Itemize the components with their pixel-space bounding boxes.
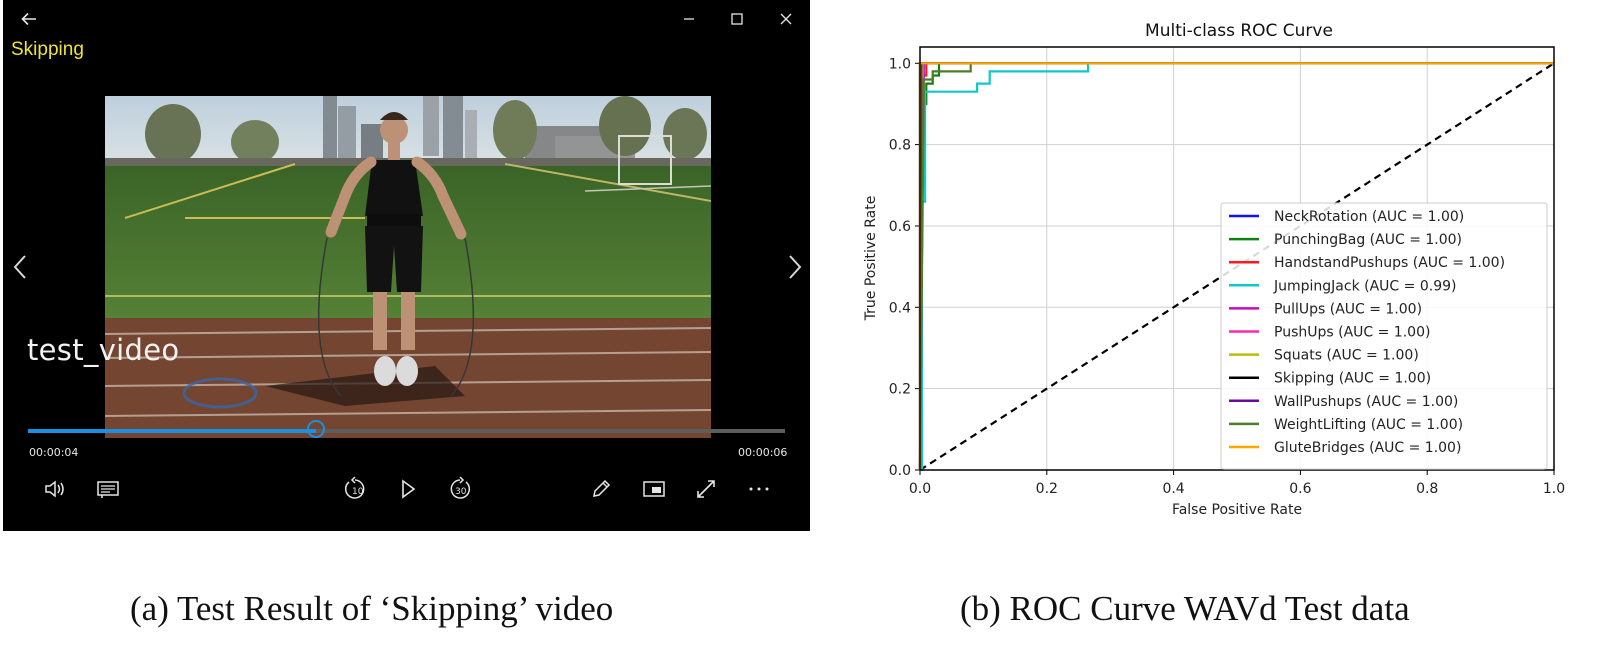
subtitles-button[interactable] xyxy=(93,475,123,503)
plot-frame xyxy=(919,46,1555,471)
legend-label: WallPushups (AUC = 1.00) xyxy=(1274,394,1458,410)
pencil-icon xyxy=(593,479,611,497)
more-options-button[interactable] xyxy=(744,475,774,503)
back-button[interactable] xyxy=(15,6,43,32)
legend-box xyxy=(1220,202,1548,470)
fullscreen-button[interactable] xyxy=(691,475,721,503)
video-frame[interactable] xyxy=(105,96,711,438)
legend-label: WeightLifting (AUC = 1.00) xyxy=(1274,417,1463,433)
elapsed-time: 00:00:04 xyxy=(29,446,79,459)
chart-series xyxy=(918,62,1555,472)
y-tick-label: 0.6 xyxy=(889,219,911,235)
seek-bar-progress xyxy=(28,429,316,433)
maximize-button[interactable] xyxy=(723,6,751,32)
series-line-10 xyxy=(918,62,1554,471)
chevron-left-icon xyxy=(13,255,26,279)
y-tick-label: 0.2 xyxy=(889,382,911,398)
minimize-icon xyxy=(684,18,694,20)
video-still-image xyxy=(105,96,711,438)
skip-forward-icon xyxy=(450,476,471,499)
play-button[interactable] xyxy=(393,475,423,503)
skip-back-icon xyxy=(344,476,365,499)
fullscreen-icon xyxy=(697,480,715,498)
legend-label: PunchingBag (AUC = 1.00) xyxy=(1274,232,1462,248)
legend-label: JumpingJack (AUC = 0.99) xyxy=(1273,278,1456,294)
x-tick-label: 0.4 xyxy=(1162,481,1184,497)
x-tick-label: 0.6 xyxy=(1289,481,1311,497)
roc-chart: Multi-class ROC Curve 0.0 0.2 0.4 0.6 0.8 1.0… xyxy=(853,0,1583,540)
chevron-right-icon xyxy=(789,255,802,279)
seek-bar-handle[interactable] xyxy=(306,420,325,438)
y-tick-label: 0.0 xyxy=(889,463,911,479)
total-time: 00:00:06 xyxy=(738,446,788,459)
edit-button[interactable] xyxy=(586,475,616,503)
video-overlay-title: test_video xyxy=(27,333,180,367)
more-icon xyxy=(749,487,769,491)
skip-forward-button[interactable]: 30 xyxy=(445,475,475,503)
legend-label: GluteBridges (AUC = 1.00) xyxy=(1274,440,1461,456)
roc-chart-svg: Multi-class ROC Curve 0.0 0.2 0.4 0.6 0.8 1.0… xyxy=(863,21,1565,518)
x-tick-label: 1.0 xyxy=(1543,481,1565,497)
legend-label: PushUps (AUC = 1.00) xyxy=(1274,325,1430,341)
y-tick-label: 1.0 xyxy=(889,56,911,72)
mini-view-button[interactable] xyxy=(639,475,669,503)
legend-label: NeckRotation (AUC = 1.00) xyxy=(1274,209,1464,225)
legend-label: PullUps (AUC = 1.00) xyxy=(1274,301,1422,317)
video-player-window: Skipping xyxy=(3,0,810,531)
caption-b: (b) ROC Curve WAVd Test data xyxy=(960,589,1410,628)
x-tick-label: 0.0 xyxy=(909,481,931,497)
play-icon xyxy=(402,479,416,499)
chart-title: Multi-class ROC Curve xyxy=(1145,21,1333,41)
x-tick-label: 0.8 xyxy=(1416,481,1438,497)
volume-button[interactable] xyxy=(40,475,70,503)
arrow-left-icon xyxy=(21,12,36,26)
y-tick-label: 0.4 xyxy=(889,300,911,316)
skip-back-button[interactable]: 10 xyxy=(340,475,370,503)
captions-icon xyxy=(97,481,119,498)
app-title: Skipping xyxy=(11,39,84,60)
legend-label: HandstandPushups (AUC = 1.00) xyxy=(1274,255,1505,271)
close-button[interactable] xyxy=(772,6,800,32)
chart-legend: NeckRotation (AUC = 1.00) PunchingBag (AU… xyxy=(1220,202,1548,470)
x-tick-label: 0.2 xyxy=(1036,481,1058,497)
x-axis-label: False Positive Rate xyxy=(1172,502,1302,518)
legend-label: Skipping (AUC = 1.00) xyxy=(1274,371,1431,387)
caption-a: (a) Test Result of ‘Skipping’ video xyxy=(130,589,614,628)
chart-ticks: 0.0 0.2 0.4 0.6 0.8 1.0 0.0 0.2 0.4 0.6 0.8 1.0 xyxy=(889,56,1565,497)
previous-arrow-button[interactable] xyxy=(11,254,31,280)
picture-in-picture-icon xyxy=(643,481,665,497)
y-tick-label: 0.8 xyxy=(889,138,911,154)
y-axis-label: True Positive Rate xyxy=(863,196,879,322)
legend-label: Squats (AUC = 1.00) xyxy=(1274,348,1419,364)
maximize-icon xyxy=(731,13,743,25)
minimize-button[interactable] xyxy=(675,6,703,32)
skip-back-label: 10 xyxy=(352,487,364,497)
skip-forward-label: 30 xyxy=(455,487,467,497)
volume-icon xyxy=(45,480,64,498)
close-icon xyxy=(780,13,792,25)
next-arrow-button[interactable] xyxy=(784,254,804,280)
seek-bar[interactable] xyxy=(28,420,785,438)
